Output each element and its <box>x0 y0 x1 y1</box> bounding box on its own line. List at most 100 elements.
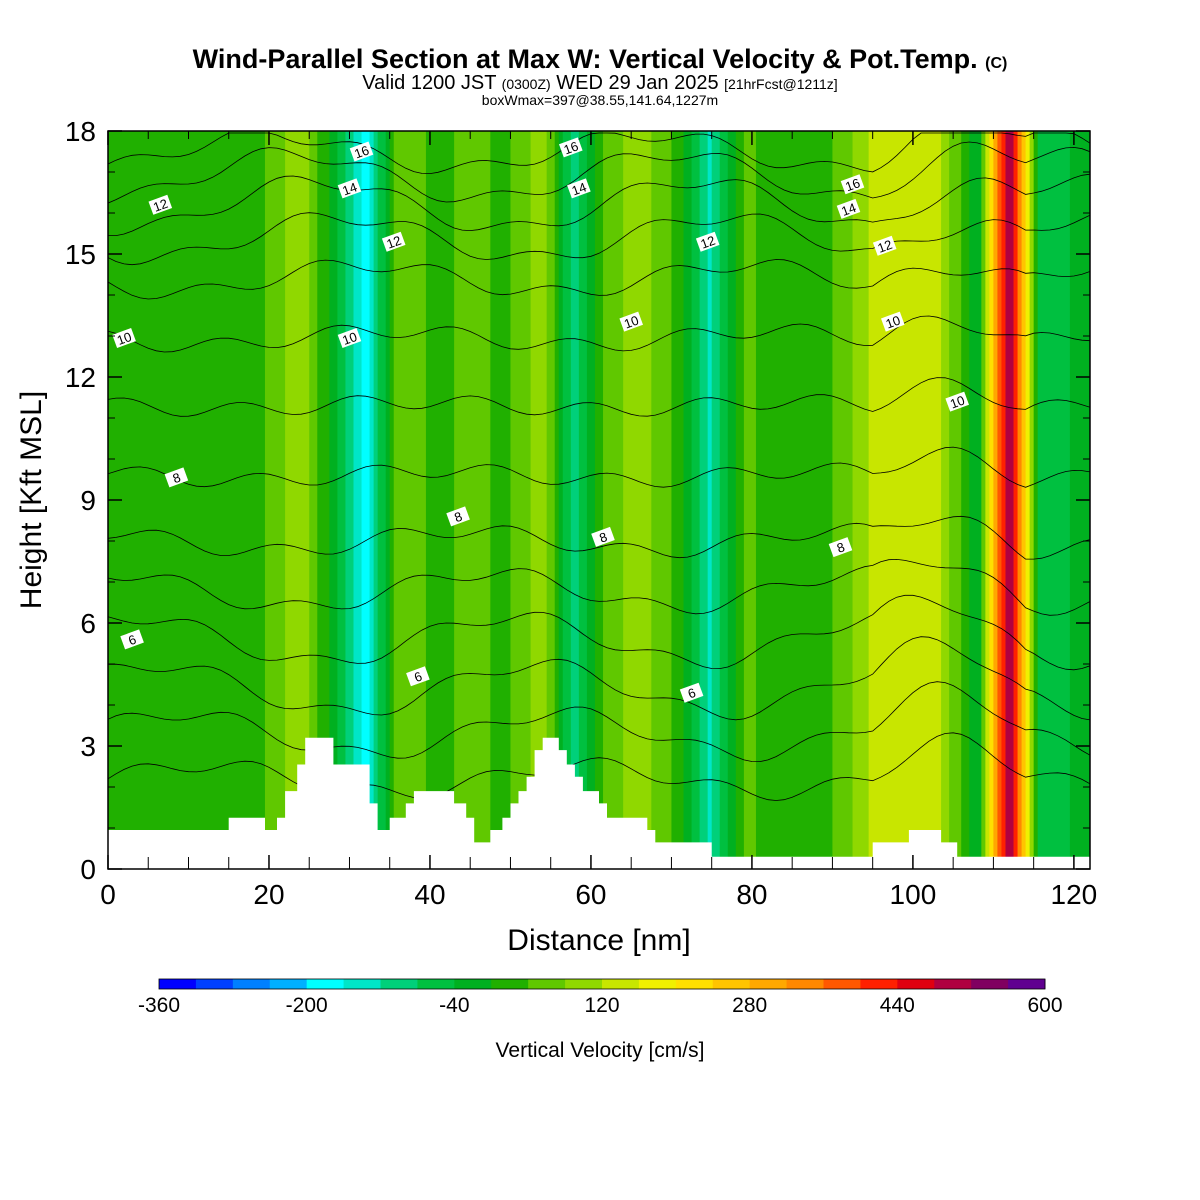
velocity-cell <box>659 131 664 869</box>
velocity-cell <box>1029 131 1035 869</box>
theta-contour-line <box>108 681 1090 763</box>
theta-label-bg <box>381 231 406 252</box>
colorbar-swatch <box>528 979 566 989</box>
velocity-cell <box>635 131 640 869</box>
velocity-cell <box>381 131 387 869</box>
theta-label-text: 12 <box>151 196 170 215</box>
theta-label-bg <box>945 391 969 412</box>
velocity-cell <box>389 131 395 869</box>
velocity-cell <box>792 131 797 869</box>
theta-contour-line <box>108 132 1090 175</box>
theta-label-bg <box>559 137 583 158</box>
velocity-cell <box>277 131 282 869</box>
valid-utc: (0300Z) <box>501 76 551 92</box>
velocity-cell <box>196 131 202 869</box>
colorbar-swatch <box>712 979 751 989</box>
velocity-cell <box>341 131 347 869</box>
theta-contours <box>108 132 1090 801</box>
velocity-cell <box>281 131 286 869</box>
velocity-cell <box>417 131 423 869</box>
velocity-cell <box>120 131 125 869</box>
velocity-cell <box>619 131 624 869</box>
colorbar-swatch <box>860 979 898 989</box>
velocity-cell <box>514 131 520 869</box>
theta-label: 12 <box>695 231 720 252</box>
velocity-cell <box>611 131 616 869</box>
velocity-cell <box>651 131 656 869</box>
velocity-cell <box>977 131 982 869</box>
velocity-cell <box>993 131 999 869</box>
theta-label: 12 <box>872 235 897 256</box>
theta-label-text: 10 <box>948 393 967 412</box>
velocity-cell <box>369 131 375 869</box>
velocity-cell <box>252 131 258 869</box>
theta-contour-line <box>108 594 1090 671</box>
colorbar-swatch <box>417 979 455 989</box>
velocity-cell <box>317 131 322 869</box>
velocity-cell <box>667 131 673 869</box>
velocity-cell <box>707 131 713 869</box>
velocity-cell <box>156 131 161 869</box>
velocity-cell <box>188 131 194 869</box>
theta-label: 10 <box>619 311 643 332</box>
colorbar-swatch <box>971 979 1009 989</box>
theta-label-text: 8 <box>597 529 609 546</box>
velocity-cell <box>945 131 950 869</box>
velocity-cell <box>904 131 910 869</box>
velocity-cell <box>820 131 825 869</box>
velocity-cell <box>236 131 242 869</box>
theta-label: 6 <box>406 666 430 687</box>
velocity-cell <box>361 131 367 869</box>
velocity-cell <box>586 131 592 869</box>
theta-label: 10 <box>337 328 362 348</box>
velocity-cell <box>780 131 785 869</box>
velocity-cell <box>373 131 379 869</box>
velocity-cell <box>727 131 733 869</box>
x-tick-label: 120 <box>1051 879 1098 910</box>
x-tick-label: 60 <box>575 879 606 910</box>
velocity-cell <box>353 131 359 869</box>
velocity-cell <box>450 131 455 869</box>
theta-contour-line <box>108 377 1090 417</box>
vertical-velocity-field <box>108 131 1090 869</box>
velocity-cell <box>985 131 990 869</box>
velocity-cell <box>772 131 777 869</box>
velocity-cell <box>888 131 894 869</box>
velocity-cell <box>590 131 596 869</box>
colorbar-tick-label: 280 <box>732 994 767 1017</box>
velocity-cell <box>711 131 717 869</box>
velocity-cell <box>1049 131 1055 869</box>
y-tick-label: 12 <box>65 362 96 393</box>
velocity-cell <box>401 131 407 869</box>
velocity-cell <box>848 131 854 869</box>
velocity-cell <box>743 131 749 869</box>
velocity-cell <box>933 131 938 869</box>
theta-label: 12 <box>381 231 406 252</box>
velocity-cell <box>764 131 769 869</box>
theta-label-bg <box>695 231 720 252</box>
colorbar-swatch <box>343 979 381 989</box>
velocity-cell <box>864 131 870 869</box>
valid-date: WED 29 Jan 2025 <box>556 72 719 94</box>
velocity-cell <box>136 131 141 869</box>
velocity-cell <box>884 131 890 869</box>
velocity-cell <box>1037 131 1043 869</box>
velocity-cell <box>868 131 874 869</box>
theta-label-bg <box>881 311 905 332</box>
velocity-cell <box>466 131 471 869</box>
theta-label: 16 <box>559 137 583 158</box>
velocity-cell <box>570 131 576 869</box>
colorbar-swatch <box>195 979 234 989</box>
velocity-cell <box>490 131 495 869</box>
theta-label-bg <box>406 666 430 687</box>
velocity-cell <box>647 131 652 869</box>
velocity-cell <box>526 131 532 869</box>
velocity-cell <box>337 131 343 869</box>
velocity-cell <box>248 131 254 869</box>
velocity-cell <box>160 131 165 869</box>
velocity-cell <box>892 131 898 869</box>
colorbar-swatch <box>565 979 603 989</box>
colorbar-swatch <box>786 979 824 989</box>
colorbar-swatch <box>1008 979 1046 989</box>
theta-label-bg <box>120 629 144 650</box>
